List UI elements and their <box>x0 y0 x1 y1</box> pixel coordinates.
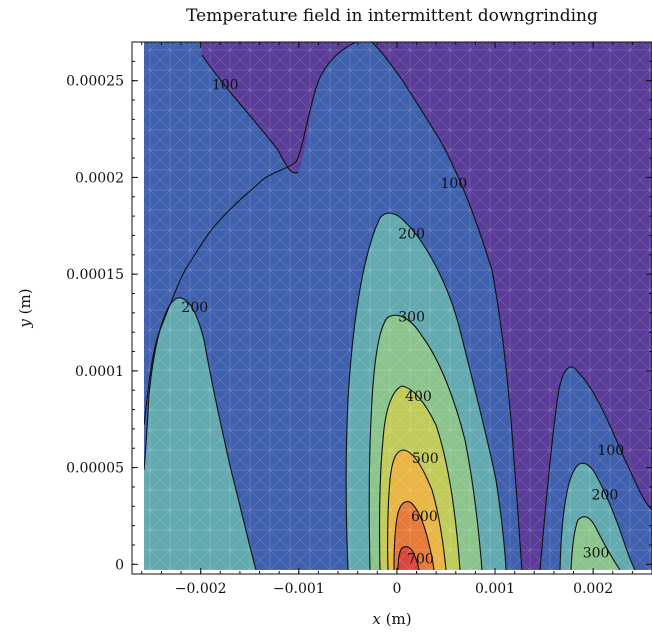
contour-100-right <box>539 366 652 570</box>
chart-title: Temperature field in intermittent downgr… <box>186 6 598 26</box>
contour-200-left <box>144 297 257 570</box>
contour-label-300: 300 <box>583 546 610 562</box>
contour-label-100: 100 <box>440 176 467 192</box>
x-axis-unit: (m) <box>381 610 412 628</box>
x-tick-label: −0.001 <box>273 581 325 597</box>
contour-label-500: 500 <box>412 451 439 467</box>
y-tick-label: 0.0001 <box>75 364 124 380</box>
contour-700 <box>397 546 420 570</box>
x-axis-variable: x <box>372 610 381 628</box>
contour-label-700: 700 <box>407 552 434 568</box>
x-tick-label: 0 <box>392 581 401 597</box>
contour-labels: 100 100 200 200 300 400 500 600 700 100 200 300 <box>181 78 624 568</box>
contour-label-400: 400 <box>405 389 432 405</box>
contour-400 <box>379 385 461 570</box>
contour-300-center <box>368 314 483 570</box>
y-tick-label: 0.0002 <box>75 170 124 186</box>
y-tick-label: 0.00005 <box>66 461 124 477</box>
contour-label-600: 600 <box>411 509 438 525</box>
contour-200-center <box>345 212 507 570</box>
contour-label-200: 200 <box>181 300 208 316</box>
contour-lines <box>144 42 652 570</box>
y-tick-label: 0.00025 <box>66 74 124 90</box>
x-axis-label: x (m) <box>372 610 411 628</box>
y-axis-unit: (m) <box>16 288 34 319</box>
x-tick-label: −0.002 <box>175 581 227 597</box>
y-tick-label: 0 <box>115 557 124 573</box>
y-axis-label: y (m) <box>16 288 34 328</box>
mesh-overlay <box>144 42 652 570</box>
y-axis-variable: y <box>16 319 34 329</box>
contour-label-300: 300 <box>398 310 425 326</box>
plot-frame <box>131 41 652 575</box>
contour-600 <box>393 501 435 570</box>
contour-100-top <box>201 54 299 174</box>
contour-100-center <box>371 42 523 570</box>
contour-label-200: 200 <box>398 227 425 243</box>
axis-ticks: −0.002 −0.001 0 0.001 0.002 0 0.00005 0.0001 0.0… <box>66 42 652 597</box>
x-tick-label: 0.002 <box>573 581 613 597</box>
contour-500 <box>387 449 447 570</box>
y-tick-label: 0.00015 <box>66 267 124 283</box>
contour-label-100: 100 <box>597 443 624 459</box>
x-tick-label: 0.001 <box>475 581 515 597</box>
contour-300-right <box>570 516 621 570</box>
contour-label-100: 100 <box>212 78 239 94</box>
contour-200-right <box>559 462 636 570</box>
contour-label-200: 200 <box>592 488 619 504</box>
